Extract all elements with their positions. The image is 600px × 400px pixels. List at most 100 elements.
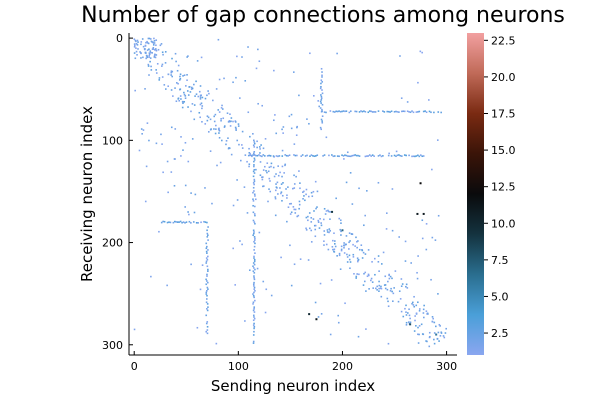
- heatmap-cell: [332, 155, 335, 158]
- heatmap-cell: [360, 110, 362, 112]
- heatmap-cell: [281, 175, 283, 178]
- heatmap-cell: [198, 111, 201, 114]
- heatmap-cell: [349, 155, 352, 158]
- colorbar: 2.5 5.0 7.5 10.0 12.5 15.0 17.5 20.0 22.5: [467, 33, 516, 355]
- heatmap-cell: [261, 155, 263, 158]
- heatmap-cell: [384, 284, 387, 286]
- heatmap-cell: [201, 264, 204, 266]
- heatmap-cell: [334, 240, 336, 242]
- heatmap-cell: [343, 244, 346, 247]
- heatmap-cell: [374, 111, 377, 113]
- heatmap-cell: [207, 116, 210, 119]
- heatmap-cell: [379, 287, 382, 290]
- heatmap-cell: [154, 56, 157, 59]
- heatmap-cell: [180, 136, 182, 138]
- heatmap-cell: [252, 303, 254, 305]
- heatmap-cell: [186, 56, 188, 58]
- heatmap-cell: [138, 149, 141, 152]
- heatmap-cell: [244, 80, 247, 82]
- heatmap-cell: [380, 295, 383, 298]
- heatmap-cell: [253, 213, 256, 215]
- heatmap-cell: [253, 285, 255, 287]
- heatmap-cell: [379, 154, 381, 156]
- heatmap-cell: [254, 268, 256, 271]
- heatmap-cell: [386, 110, 389, 113]
- heatmap-cell: [394, 270, 397, 272]
- y-axis-label: Receiving neuron index: [78, 106, 96, 282]
- heatmap-cell: [355, 277, 357, 279]
- heatmap-cell: [408, 308, 410, 311]
- heatmap-cell: [206, 280, 208, 282]
- heatmap-cell: [253, 150, 256, 153]
- heatmap-cell: [215, 342, 218, 345]
- heatmap-cell: [252, 200, 255, 202]
- heatmap-cell: [247, 154, 250, 157]
- heatmap-cell: [266, 162, 269, 164]
- heatmap-cell: [415, 324, 417, 327]
- heatmap-cell: [293, 143, 296, 145]
- heatmap-cell: [344, 154, 346, 156]
- heatmap-cell: [270, 294, 273, 297]
- heatmap-cell: [268, 177, 271, 180]
- heatmap-cell: [437, 331, 440, 334]
- heatmap-cell: [288, 154, 291, 157]
- heatmap-cell: [238, 143, 240, 146]
- colorbar-tick-label: 12.5: [491, 181, 516, 194]
- heatmap-cell: [316, 154, 319, 157]
- heatmap-cell: [421, 219, 424, 222]
- heatmap-cell: [246, 212, 249, 214]
- heatmap-cell: [298, 94, 300, 97]
- heatmap-cell: [329, 110, 332, 112]
- heatmap-cell: [174, 52, 177, 55]
- heatmap-cell: [204, 123, 207, 125]
- heatmap-cell: [364, 155, 367, 158]
- heatmap-cell: [368, 110, 371, 112]
- heatmap-cell: [309, 52, 311, 55]
- heatmap-cell: [204, 97, 207, 100]
- heatmap-cell: [156, 62, 159, 65]
- heatmap-cell: [439, 335, 442, 337]
- heatmap-cell: [190, 88, 193, 90]
- heatmap-cell: [273, 175, 276, 178]
- heatmap-cell: [324, 213, 327, 215]
- heatmap-cell: [294, 154, 297, 157]
- heatmap-cell: [162, 220, 164, 223]
- heatmap-cell: [201, 120, 203, 123]
- heatmap-cell: [249, 152, 251, 155]
- heatmap-cell: [437, 111, 440, 113]
- heatmap-cell: [209, 118, 212, 121]
- heatmap-cell-strong: [416, 212, 419, 215]
- heatmap-cell: [417, 342, 420, 344]
- heatmap-cell: [295, 175, 297, 178]
- heatmap-cell: [268, 154, 270, 157]
- heatmap-cell: [133, 43, 136, 45]
- heatmap-cell: [422, 155, 425, 157]
- heatmap-cell: [178, 79, 181, 81]
- heatmap-cell: [184, 184, 187, 187]
- heatmap-cell: [183, 91, 185, 94]
- heatmap-cell: [374, 273, 376, 276]
- heatmap-cell: [253, 260, 256, 263]
- heatmap-cell: [186, 79, 188, 82]
- heatmap-cell: [266, 171, 268, 174]
- heatmap-cell: [144, 44, 147, 47]
- heatmap-cell: [205, 278, 207, 281]
- heatmap-cell: [367, 155, 370, 157]
- heatmap-cell: [260, 144, 262, 146]
- heatmap-cell: [220, 139, 223, 142]
- heatmap-cell: [227, 137, 229, 139]
- heatmap-cell: [275, 132, 278, 135]
- heatmap-cell: [253, 221, 256, 223]
- heatmap-cell: [425, 223, 428, 225]
- heatmap-cell: [167, 73, 170, 76]
- heatmap-cell: [213, 120, 216, 123]
- heatmap-cell: [399, 154, 402, 157]
- heatmap-cell: [194, 95, 196, 97]
- heatmap-cell: [320, 118, 323, 121]
- heatmap-cell: [299, 182, 301, 184]
- heatmap-cell: [305, 227, 307, 230]
- heatmap-cell: [187, 211, 189, 213]
- heatmap-cell: [292, 206, 295, 208]
- heatmap-cell: [299, 258, 302, 260]
- heatmap-cell: [368, 288, 370, 290]
